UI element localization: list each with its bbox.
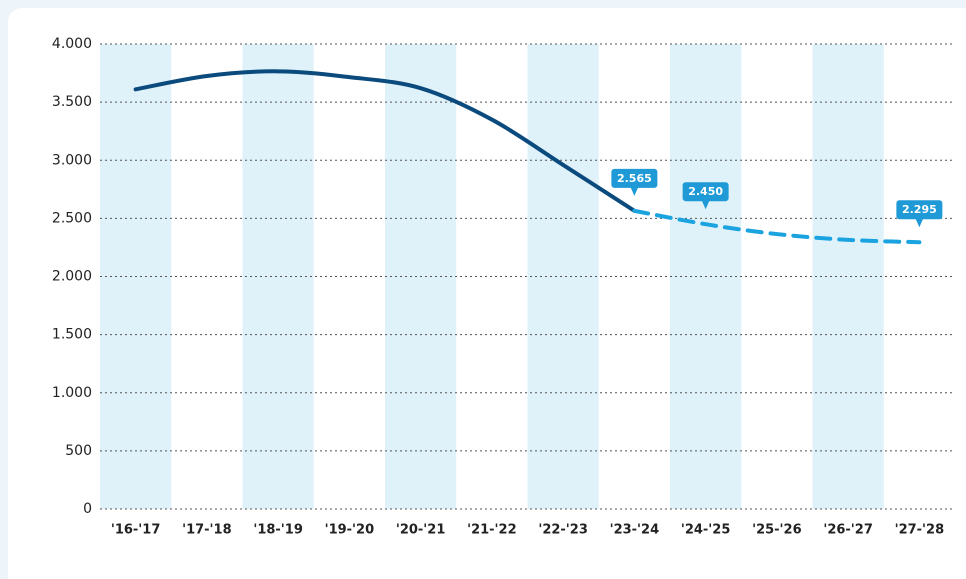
- value-label: 2.565: [611, 168, 658, 196]
- x-tick-label: '27-'28: [895, 523, 945, 538]
- x-tick-label: '23-'24: [610, 523, 660, 538]
- x-tick-label: '22-'23: [538, 523, 588, 538]
- y-tick-label: 1.000: [52, 385, 92, 401]
- value-label-text: 2.295: [902, 203, 937, 216]
- y-tick-label: 1.500: [52, 327, 92, 343]
- y-tick-label: 4.000: [52, 36, 92, 52]
- value-label-box: [682, 182, 729, 202]
- column-band: [527, 44, 599, 509]
- y-tick-label: 0: [83, 501, 92, 517]
- x-tick-label: '20-'21: [396, 523, 446, 538]
- value-label-box: [611, 168, 658, 188]
- value-label-text: 2.450: [688, 185, 723, 198]
- y-tick-label: 2.000: [52, 269, 92, 285]
- y-tick-label: 500: [65, 443, 92, 459]
- x-tick-label: '25-'26: [752, 523, 802, 538]
- value-label-box: [896, 200, 943, 220]
- y-tick-label: 3.000: [52, 152, 92, 168]
- x-tick-label: '26-'27: [823, 523, 873, 538]
- x-tick-label: '24-'25: [681, 523, 731, 538]
- y-tick-label: 3.500: [52, 94, 92, 110]
- value-label-pointer: [701, 200, 710, 210]
- x-tick-label: '16-'17: [111, 523, 161, 538]
- x-tick-label: '21-'22: [467, 523, 517, 538]
- y-tick-label: 2.500: [52, 210, 92, 226]
- value-label-pointer: [630, 186, 639, 196]
- x-tick-label: '17-'18: [182, 523, 232, 538]
- column-band: [242, 44, 314, 509]
- series-line: [632, 208, 922, 245]
- value-label: 2.450: [682, 182, 729, 210]
- value-label-text: 2.565: [617, 172, 652, 185]
- value-label: 2.295: [896, 200, 943, 228]
- x-tick-label: '18-'19: [253, 523, 303, 538]
- x-tick-label: '19-'20: [325, 523, 375, 538]
- series-line: [133, 69, 637, 213]
- column-band: [812, 44, 884, 509]
- value-label-pointer: [915, 218, 924, 228]
